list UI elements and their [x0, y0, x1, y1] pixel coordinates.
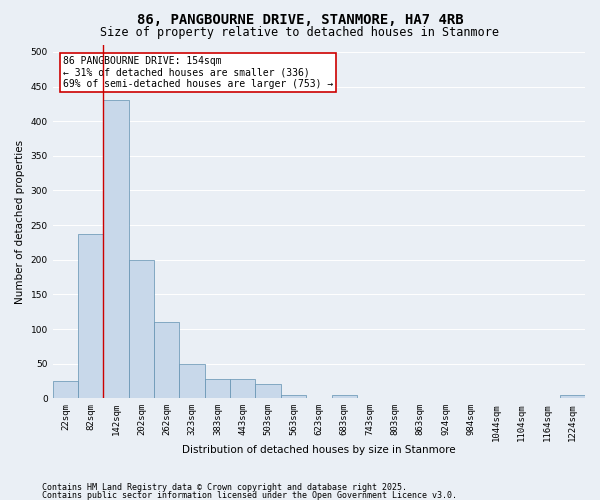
Bar: [154, 322, 179, 398]
Text: Contains HM Land Registry data © Crown copyright and database right 2025.: Contains HM Land Registry data © Crown c…: [42, 484, 407, 492]
Bar: [281, 395, 306, 398]
Bar: [560, 395, 585, 398]
Text: Size of property relative to detached houses in Stanmore: Size of property relative to detached ho…: [101, 26, 499, 39]
Bar: [103, 100, 129, 399]
Text: 86, PANGBOURNE DRIVE, STANMORE, HA7 4RB: 86, PANGBOURNE DRIVE, STANMORE, HA7 4RB: [137, 12, 463, 26]
Bar: [332, 395, 357, 398]
Text: Contains public sector information licensed under the Open Government Licence v3: Contains public sector information licen…: [42, 490, 457, 500]
Bar: [230, 379, 256, 398]
Text: 86 PANGBOURNE DRIVE: 154sqm
← 31% of detached houses are smaller (336)
69% of se: 86 PANGBOURNE DRIVE: 154sqm ← 31% of det…: [64, 56, 334, 89]
Bar: [179, 364, 205, 398]
Bar: [78, 234, 103, 398]
Y-axis label: Number of detached properties: Number of detached properties: [15, 140, 25, 304]
Bar: [53, 381, 78, 398]
X-axis label: Distribution of detached houses by size in Stanmore: Distribution of detached houses by size …: [182, 445, 455, 455]
Bar: [205, 379, 230, 398]
Bar: [256, 384, 281, 398]
Bar: [129, 260, 154, 398]
